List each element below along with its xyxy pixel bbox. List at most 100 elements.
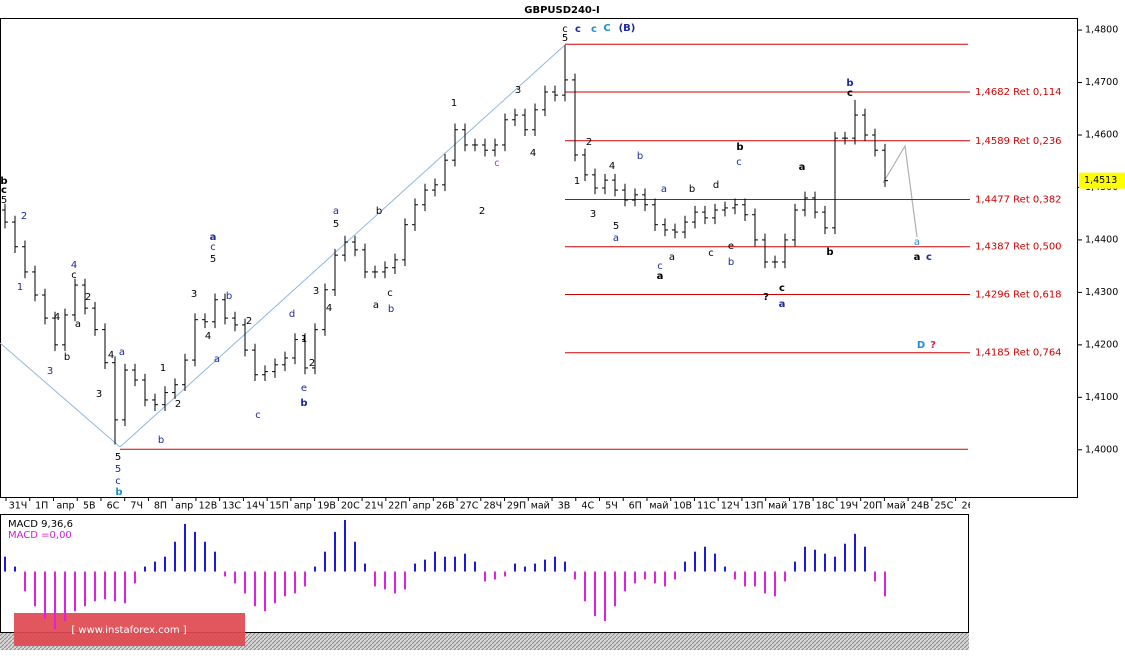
x-tick-label: 6П — [629, 501, 642, 512]
wave-label: b — [736, 142, 743, 153]
macd-bar — [384, 571, 386, 590]
macd-bar — [174, 541, 176, 572]
x-tick-label: 21Ч — [365, 501, 384, 512]
macd-bar — [504, 571, 506, 577]
wave-label: b — [846, 78, 853, 89]
wave-label: c — [591, 24, 597, 35]
macd-bar — [324, 551, 326, 572]
macd-bar — [654, 571, 656, 584]
wave-label: 5 — [115, 452, 121, 463]
x-tick-label: 29П — [507, 501, 526, 512]
wave-label: a — [799, 162, 806, 173]
wave-label: d — [289, 309, 295, 320]
macd-bar — [584, 571, 586, 602]
wave-label: c — [847, 88, 853, 99]
macd-bar — [154, 561, 156, 572]
wave-label: 2 — [479, 206, 485, 217]
y-tick-label: 1,4800 — [1085, 25, 1118, 36]
x-tick-label: 26 — [962, 501, 974, 512]
wave-label: a — [914, 237, 920, 248]
macd-bar — [494, 571, 496, 580]
macd-bar — [744, 571, 746, 587]
y-tick-label: 1,4700 — [1085, 77, 1118, 88]
macd-bar — [824, 553, 826, 572]
macd-bar — [214, 551, 216, 572]
x-tick-label: 3В — [558, 501, 571, 512]
wave-label: b — [64, 352, 70, 363]
wave-label: c — [387, 288, 393, 299]
x-tick-label: 26В — [436, 501, 455, 512]
macd-bar — [254, 571, 256, 607]
fib-label: 1,4296 Ret 0,618 — [975, 289, 1062, 300]
wave-label: ? — [930, 340, 936, 351]
macd-bar — [464, 553, 466, 572]
watermark-box — [14, 613, 245, 646]
wave-label: 3 — [96, 389, 102, 400]
macd-value-label: MACD =0,00 — [8, 530, 72, 541]
wave-label: 3 — [47, 366, 53, 377]
macd-bar — [284, 571, 286, 597]
macd-bar — [594, 571, 596, 617]
wave-label: 5 — [562, 33, 568, 44]
x-tick-label: апр — [413, 501, 431, 512]
x-tick-label: 19Ч — [840, 501, 859, 512]
x-tick-label: 13С — [222, 501, 241, 512]
wave-label: 4 — [108, 350, 114, 361]
macd-bar — [814, 549, 816, 572]
x-tick-label: 14Ч — [246, 501, 265, 512]
y-tick-label: 1,4300 — [1085, 287, 1118, 298]
fib-label: 1,4682 Ret 0,114 — [975, 87, 1062, 98]
x-tick-label: 17В — [792, 501, 811, 512]
wave-label: 2 — [21, 211, 27, 222]
wave-label: (B) — [619, 23, 636, 34]
macd-bar — [164, 556, 166, 572]
wave-label: b — [0, 176, 7, 187]
macd-bar — [114, 571, 116, 602]
y-tick-label: 1,4100 — [1085, 392, 1118, 403]
macd-bar — [334, 531, 336, 572]
wave-label: 5 — [333, 219, 339, 230]
wave-label: c — [779, 283, 785, 294]
macd-bar — [414, 563, 416, 572]
wave-label: 4 — [205, 331, 211, 342]
macd-bar — [394, 571, 396, 594]
macd-bar — [84, 571, 86, 607]
macd-bar — [264, 571, 266, 612]
wave-label: a — [119, 347, 125, 358]
wave-label: b — [376, 206, 382, 217]
y-tick-label: 1,4200 — [1085, 339, 1118, 350]
wave-label: c — [494, 158, 500, 169]
macd-bar — [844, 543, 846, 572]
x-tick-label: 25С — [934, 501, 953, 512]
macd-bar — [344, 519, 346, 572]
wave-label: b — [388, 304, 394, 315]
wave-label: a — [779, 299, 786, 310]
last-price-label: 1,4513 — [1084, 175, 1117, 186]
wave-label: b — [689, 184, 695, 195]
chart-title: GBPUSD240-I — [524, 5, 600, 16]
wave-label: c — [255, 410, 261, 421]
wave-label: a — [914, 252, 921, 263]
wave-label: 3 — [191, 289, 197, 300]
macd-bar — [4, 556, 6, 572]
macd-label: MACD 9,36,6 — [8, 519, 73, 530]
macd-bar — [574, 571, 576, 580]
x-tick-label: 5Ч — [605, 501, 618, 512]
macd-bar — [884, 571, 886, 597]
y-tick-label: 1,4000 — [1085, 444, 1118, 455]
wave-label: c — [115, 476, 121, 487]
macd-bar — [54, 571, 56, 630]
x-tick-label: 4С — [581, 501, 594, 512]
macd-bar — [624, 571, 626, 592]
y-tick-label: 1,4400 — [1085, 234, 1118, 245]
macd-bar — [234, 571, 236, 584]
last-price-box — [1079, 172, 1125, 189]
macd-bar — [134, 571, 136, 584]
x-tick-label: 18С — [816, 501, 835, 512]
macd-bar — [304, 571, 306, 587]
trend-line — [119, 43, 567, 448]
wave-label: 5 — [613, 221, 619, 232]
x-tick-label: 5В — [83, 501, 96, 512]
wave-label: 3 — [515, 85, 521, 96]
